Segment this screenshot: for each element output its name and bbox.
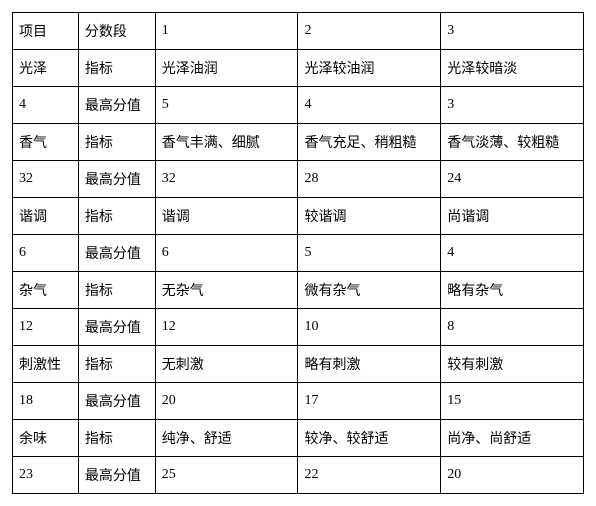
table-cell: 尚谐调 xyxy=(441,198,584,235)
table-cell: 最高分值 xyxy=(78,161,155,198)
table-cell: 3 xyxy=(441,87,584,124)
table-cell: 28 xyxy=(298,161,441,198)
table-cell: 10 xyxy=(298,309,441,346)
table-cell: 较净、较舒适 xyxy=(298,420,441,457)
table-row: 12最高分值12108 xyxy=(13,309,584,346)
table-cell: 较谐调 xyxy=(298,198,441,235)
table-cell: 4 xyxy=(13,87,79,124)
table-cell: 5 xyxy=(155,87,298,124)
table-cell: 20 xyxy=(441,457,584,494)
table-cell: 12 xyxy=(155,309,298,346)
table-row: 光泽指标光泽油润光泽较油润光泽较暗淡 xyxy=(13,50,584,87)
table-cell: 项目 xyxy=(13,13,79,50)
table-cell: 6 xyxy=(155,235,298,272)
table-cell: 微有杂气 xyxy=(298,272,441,309)
table-cell: 无刺激 xyxy=(155,346,298,383)
table-cell: 4 xyxy=(298,87,441,124)
table-cell: 略有杂气 xyxy=(441,272,584,309)
table-cell: 5 xyxy=(298,235,441,272)
table-cell: 香气丰满、细腻 xyxy=(155,124,298,161)
table-cell: 光泽 xyxy=(13,50,79,87)
table-cell: 光泽较油润 xyxy=(298,50,441,87)
table-cell: 光泽油润 xyxy=(155,50,298,87)
table-cell: 18 xyxy=(13,383,79,420)
table-cell: 8 xyxy=(441,309,584,346)
table-cell: 最高分值 xyxy=(78,309,155,346)
table-cell: 22 xyxy=(298,457,441,494)
table-cell: 32 xyxy=(155,161,298,198)
table-row: 6最高分值654 xyxy=(13,235,584,272)
table-cell: 4 xyxy=(441,235,584,272)
table-cell: 20 xyxy=(155,383,298,420)
evaluation-table: 项目分数段123光泽指标光泽油润光泽较油润光泽较暗淡4最高分值543香气指标香气… xyxy=(12,12,584,494)
table-cell: 指标 xyxy=(78,198,155,235)
table-cell: 余味 xyxy=(13,420,79,457)
table-cell: 1 xyxy=(155,13,298,50)
table-cell: 较有刺激 xyxy=(441,346,584,383)
table-cell: 谐调 xyxy=(13,198,79,235)
table-cell: 指标 xyxy=(78,50,155,87)
table-cell: 3 xyxy=(441,13,584,50)
table-cell: 最高分值 xyxy=(78,235,155,272)
table-cell: 尚净、尚舒适 xyxy=(441,420,584,457)
table-cell: 光泽较暗淡 xyxy=(441,50,584,87)
table-cell: 略有刺激 xyxy=(298,346,441,383)
table-row: 4最高分值543 xyxy=(13,87,584,124)
table-cell: 最高分值 xyxy=(78,457,155,494)
table-cell: 分数段 xyxy=(78,13,155,50)
table-body: 项目分数段123光泽指标光泽油润光泽较油润光泽较暗淡4最高分值543香气指标香气… xyxy=(13,13,584,494)
table-cell: 6 xyxy=(13,235,79,272)
table-cell: 香气 xyxy=(13,124,79,161)
table-row: 余味指标纯净、舒适较净、较舒适尚净、尚舒适 xyxy=(13,420,584,457)
table-cell: 谐调 xyxy=(155,198,298,235)
table-cell: 最高分值 xyxy=(78,87,155,124)
table-cell: 指标 xyxy=(78,346,155,383)
table-cell: 指标 xyxy=(78,272,155,309)
table-cell: 无杂气 xyxy=(155,272,298,309)
table-row: 18最高分值201715 xyxy=(13,383,584,420)
table-cell: 香气淡薄、较粗糙 xyxy=(441,124,584,161)
table-row: 谐调指标谐调较谐调尚谐调 xyxy=(13,198,584,235)
table-cell: 23 xyxy=(13,457,79,494)
table-row: 32最高分值322824 xyxy=(13,161,584,198)
table-cell: 25 xyxy=(155,457,298,494)
table-cell: 17 xyxy=(298,383,441,420)
table-cell: 刺激性 xyxy=(13,346,79,383)
table-cell: 香气充足、稍粗糙 xyxy=(298,124,441,161)
table-cell: 24 xyxy=(441,161,584,198)
table-row: 香气指标香气丰满、细腻香气充足、稍粗糙香气淡薄、较粗糙 xyxy=(13,124,584,161)
table-cell: 指标 xyxy=(78,124,155,161)
table-row: 刺激性指标无刺激略有刺激较有刺激 xyxy=(13,346,584,383)
table-cell: 15 xyxy=(441,383,584,420)
table-row: 23最高分值252220 xyxy=(13,457,584,494)
table-row: 杂气指标无杂气微有杂气略有杂气 xyxy=(13,272,584,309)
table-cell: 指标 xyxy=(78,420,155,457)
table-cell: 12 xyxy=(13,309,79,346)
table-cell: 纯净、舒适 xyxy=(155,420,298,457)
table-cell: 2 xyxy=(298,13,441,50)
table-cell: 最高分值 xyxy=(78,383,155,420)
table-row: 项目分数段123 xyxy=(13,13,584,50)
table-cell: 杂气 xyxy=(13,272,79,309)
table-cell: 32 xyxy=(13,161,79,198)
